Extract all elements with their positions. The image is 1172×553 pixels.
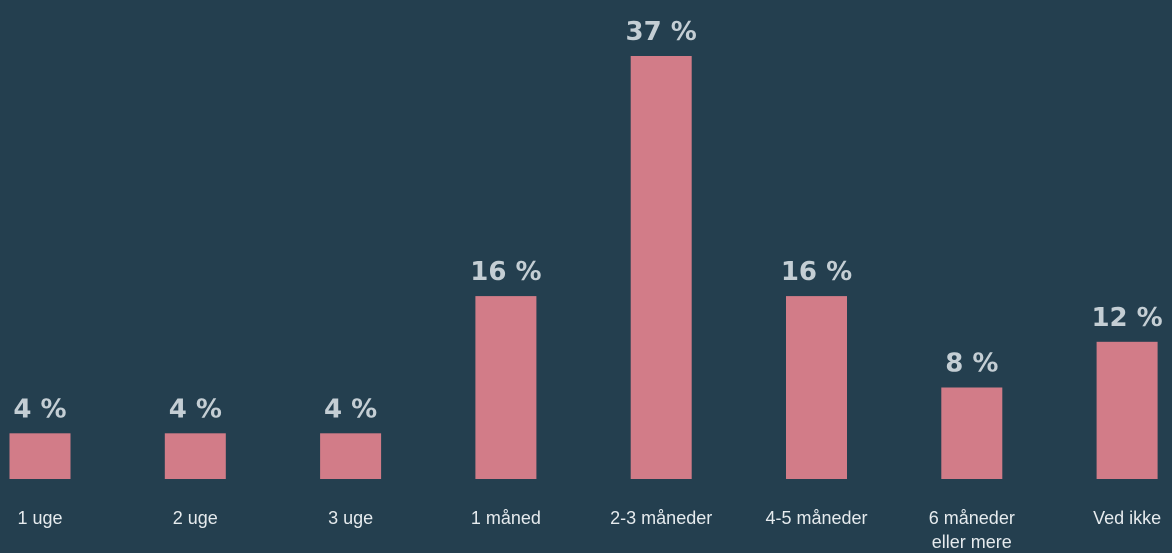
bar-value-label-7: 8 % [945,349,998,379]
category-label-1: 1 uge [17,508,62,528]
bar-3 [320,433,382,479]
bar-1 [9,433,71,479]
bar-5 [630,56,692,479]
bar-value-label-6: 16 % [781,257,852,287]
category-label-5: 2-3 måneder [610,508,712,528]
value-labels-group: 4 % 4 % 4 % 16 % 37 % 16 % 8 % 12 % [13,17,1162,424]
category-label-line: Ved ikke [1093,508,1161,528]
category-label-line: 4-5 måneder [765,508,867,528]
bar-4 [475,296,537,479]
bar-value-label-3: 4 % [324,394,377,424]
category-label-line: 2-3 måneder [610,508,712,528]
category-label-7: 6 måneder eller mere [929,508,1015,552]
category-label-4: 1 måned [471,508,541,528]
bar-value-label-1: 4 % [13,394,66,424]
bar-value-label-8: 12 % [1091,303,1162,333]
category-label-8: Ved ikke [1093,508,1161,528]
bar-7 [941,387,1003,479]
bar-6 [786,296,847,479]
bar-value-label-2: 4 % [169,394,222,424]
category-label-6: 4-5 måneder [765,508,867,528]
bar-2 [164,433,226,479]
bar-value-label-4: 16 % [470,257,541,287]
category-label-line: 1 uge [17,508,62,528]
category-label-line: 2 uge [173,508,218,528]
category-label-line: 3 uge [328,508,373,528]
category-label-line: 6 måneder [929,508,1015,528]
category-label-2: 2 uge [173,508,218,528]
category-label-3: 3 uge [328,508,373,528]
bars-group [9,56,1158,479]
category-label-line: eller mere [932,532,1012,552]
bar-value-label-5: 37 % [626,17,697,47]
bar-8 [1096,341,1158,479]
category-labels-group: 1 uge 2 uge 3 uge 1 måned 2-3 måneder 4-5 mån… [17,508,1161,552]
category-label-line: 1 måned [471,508,541,528]
